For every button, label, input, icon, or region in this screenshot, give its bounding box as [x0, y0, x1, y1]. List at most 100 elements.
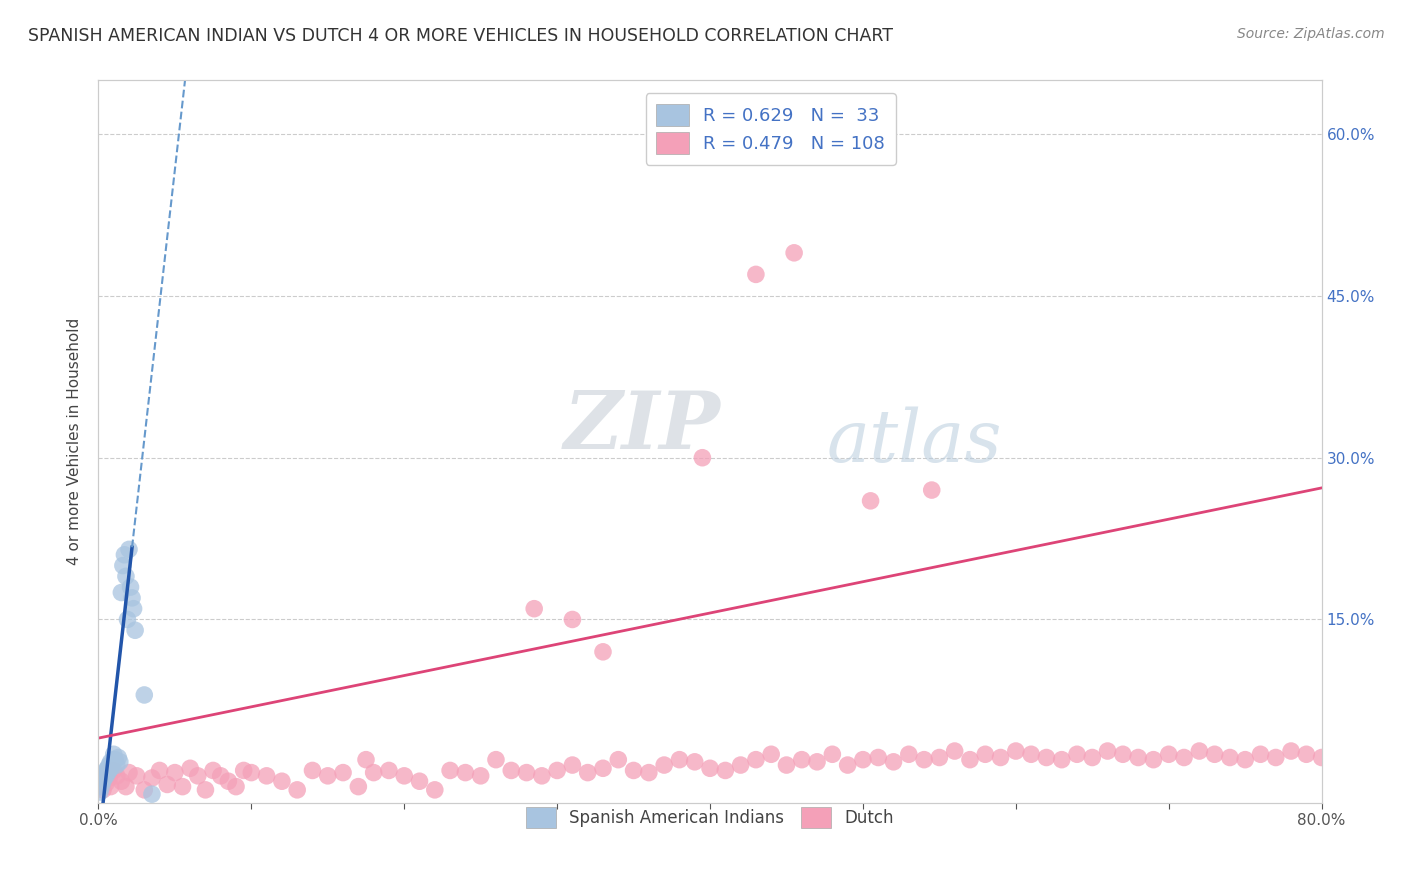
Point — [121, 591, 143, 605]
Point — [90, 780, 112, 794]
Point — [89, 780, 111, 794]
Point — [103, 764, 125, 778]
Point — [897, 747, 920, 762]
Point — [141, 787, 163, 801]
Point — [316, 769, 339, 783]
Point — [105, 769, 128, 783]
Text: Source: ZipAtlas.com: Source: ZipAtlas.com — [1237, 27, 1385, 41]
Point — [91, 782, 114, 797]
Point — [1188, 744, 1211, 758]
Point — [423, 782, 446, 797]
Point — [454, 765, 477, 780]
Point — [187, 769, 209, 783]
Point — [209, 769, 232, 783]
Point — [97, 765, 120, 780]
Point — [561, 612, 583, 626]
Text: SPANISH AMERICAN INDIAN VS DUTCH 4 OR MORE VEHICLES IN HOUSEHOLD CORRELATION CHA: SPANISH AMERICAN INDIAN VS DUTCH 4 OR MO… — [28, 27, 893, 45]
Point — [837, 758, 859, 772]
Point — [100, 780, 122, 794]
Point — [408, 774, 430, 789]
Point — [141, 771, 163, 785]
Point — [301, 764, 323, 778]
Point — [1279, 744, 1302, 758]
Point — [332, 765, 354, 780]
Point — [1019, 747, 1042, 762]
Point — [149, 764, 172, 778]
Point — [852, 753, 875, 767]
Point — [392, 769, 416, 783]
Point — [98, 771, 121, 785]
Point — [1142, 753, 1164, 767]
Point — [516, 765, 538, 780]
Point — [745, 753, 768, 767]
Point — [883, 755, 905, 769]
Point — [103, 753, 125, 767]
Point — [1050, 753, 1073, 767]
Point — [94, 764, 117, 778]
Point — [1128, 750, 1150, 764]
Point — [859, 493, 882, 508]
Point — [868, 750, 890, 764]
Point — [1234, 753, 1257, 767]
Point — [912, 753, 935, 767]
Point — [652, 758, 675, 772]
Point — [134, 688, 156, 702]
Point — [122, 601, 145, 615]
Point — [354, 753, 377, 767]
Point — [91, 774, 114, 789]
Point — [110, 774, 132, 789]
Point — [1157, 747, 1180, 762]
Point — [100, 761, 122, 775]
Point — [89, 785, 111, 799]
Point — [806, 755, 828, 769]
Point — [928, 750, 950, 764]
Point — [699, 761, 721, 775]
Point — [730, 758, 752, 772]
Point — [485, 753, 508, 767]
Text: atlas: atlas — [827, 406, 1001, 477]
Point — [194, 782, 217, 797]
Point — [592, 761, 614, 775]
Point — [124, 624, 146, 638]
Point — [93, 769, 115, 783]
Point — [378, 764, 401, 778]
Point — [105, 758, 128, 772]
Point — [90, 774, 112, 789]
Point — [91, 772, 114, 786]
Point — [118, 542, 141, 557]
Point — [108, 755, 131, 769]
Point — [943, 744, 966, 758]
Point — [1081, 750, 1104, 764]
Point — [240, 765, 263, 780]
Point — [225, 780, 247, 794]
Point — [561, 758, 583, 772]
Point — [576, 765, 599, 780]
Point — [775, 758, 797, 772]
Point — [98, 758, 121, 772]
Point — [363, 765, 385, 780]
Text: ZIP: ZIP — [564, 388, 720, 466]
Point — [607, 753, 630, 767]
Point — [93, 766, 115, 780]
Legend: Spanish American Indians, Dutch: Spanish American Indians, Dutch — [516, 797, 904, 838]
Point — [470, 769, 492, 783]
Point — [125, 769, 148, 783]
Point — [990, 750, 1012, 764]
Point — [163, 765, 186, 780]
Point — [1004, 744, 1026, 758]
Point — [546, 764, 568, 778]
Point — [592, 645, 614, 659]
Point — [683, 755, 706, 769]
Point — [94, 769, 117, 783]
Point — [112, 548, 135, 562]
Point — [285, 782, 308, 797]
Point — [110, 585, 132, 599]
Point — [668, 753, 690, 767]
Y-axis label: 4 or more Vehicles in Household: 4 or more Vehicles in Household — [67, 318, 83, 566]
Point — [93, 769, 115, 783]
Point — [115, 569, 138, 583]
Point — [156, 777, 179, 791]
Point — [98, 764, 121, 778]
Point — [134, 782, 156, 797]
Point — [117, 612, 139, 626]
